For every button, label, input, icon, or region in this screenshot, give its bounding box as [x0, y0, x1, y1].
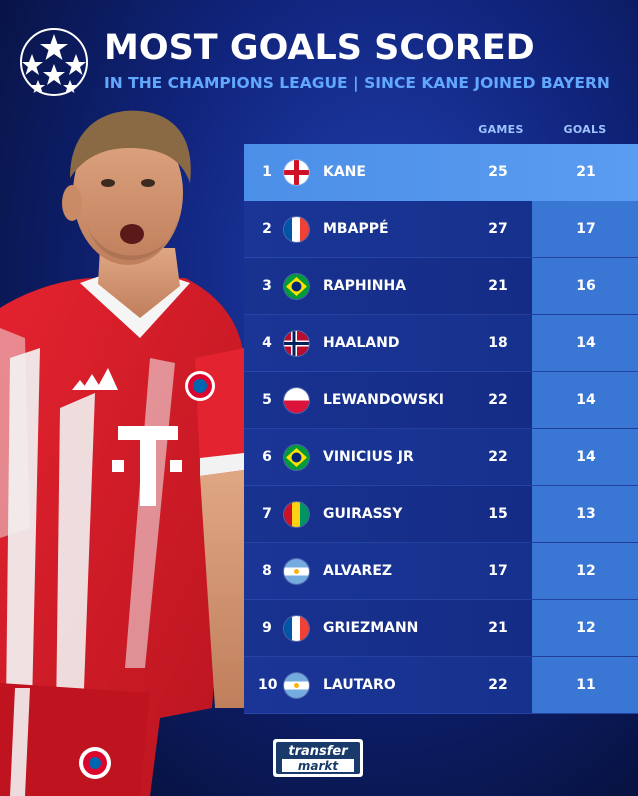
table-row: 4 HAALAND 18 14 [244, 315, 638, 372]
player-name: LEWANDOWSKI [323, 392, 444, 408]
goals-value: 12 [576, 620, 596, 636]
table-row: 10 LAUTARO 22 11 [244, 657, 638, 714]
player-photo [0, 110, 244, 796]
rank-number: 8 [262, 563, 272, 579]
rank-number: 1 [262, 164, 272, 180]
goals-cell-bg [532, 315, 638, 371]
goals-cell-bg [532, 258, 638, 314]
games-value: 21 [488, 278, 508, 294]
guinea-flag-icon [284, 502, 309, 527]
table-row: 7 GUIRASSY 15 13 [244, 486, 638, 543]
brazil-flag-icon [284, 274, 309, 299]
rank-number: 7 [262, 506, 272, 522]
bayern-crest-icon [185, 371, 215, 401]
player-name: VINICIUS JR [323, 449, 414, 465]
table-row: 9 GRIEZMANN 21 12 [244, 600, 638, 657]
games-value: 22 [488, 677, 508, 693]
brazil-flag-icon [284, 445, 309, 470]
goals-value: 14 [576, 392, 596, 408]
argentina-flag-icon [284, 673, 309, 698]
rank-number: 5 [262, 392, 272, 408]
page-subtitle: IN THE CHAMPIONS LEAGUE | SINCE KANE JOI… [104, 74, 610, 92]
goals-cell-bg [532, 201, 638, 257]
page-title: MOST GOALS SCORED [104, 28, 535, 68]
argentina-flag-icon [284, 559, 309, 584]
player-name: ALVAREZ [323, 563, 393, 579]
france-flag-icon [284, 616, 309, 641]
ranking-table: 1 KANE 25 21 2 MBAPPÉ 27 17 3 RAPHINHA 21 16 4 HAALAN… [244, 144, 638, 714]
goals-cell-bg [532, 429, 638, 485]
column-header-games: GAMES [478, 123, 524, 136]
rank-number: 2 [262, 221, 272, 237]
table-row: 1 KANE 25 21 [244, 144, 638, 201]
player-name: LAUTARO [323, 677, 396, 693]
column-header-goals: GOALS [563, 123, 607, 136]
table-row: 6 VINICIUS JR 22 14 [244, 429, 638, 486]
goals-value: 14 [576, 335, 596, 351]
player-name: HAALAND [323, 335, 400, 351]
table-row: 2 MBAPPÉ 27 17 [244, 201, 638, 258]
goals-value: 21 [576, 164, 596, 180]
games-value: 22 [488, 449, 508, 465]
goals-cell-bg [532, 372, 638, 428]
england-flag-icon [284, 160, 309, 185]
player-name: MBAPPÉ [323, 221, 389, 237]
player-name: GRIEZMANN [323, 620, 419, 636]
goals-value: 16 [576, 278, 596, 294]
games-value: 15 [488, 506, 508, 522]
player-name: KANE [323, 164, 366, 180]
games-value: 27 [488, 221, 508, 237]
france-flag-icon [284, 217, 309, 242]
rank-number: 6 [262, 449, 272, 465]
games-value: 18 [488, 335, 508, 351]
player-name: GUIRASSY [323, 506, 403, 522]
games-value: 22 [488, 392, 508, 408]
norway-flag-icon [284, 331, 309, 356]
games-value: 25 [488, 164, 508, 180]
player-name: RAPHINHA [323, 278, 407, 294]
table-row: 8 ALVAREZ 17 12 [244, 543, 638, 600]
goals-value: 17 [576, 221, 596, 237]
svg-text:markt: markt [298, 759, 340, 773]
goals-value: 13 [576, 506, 596, 522]
header: MOST GOALS SCORED IN THE CHAMPIONS LEAGU… [18, 22, 628, 102]
goals-cell-bg [532, 486, 638, 542]
goals-cell-bg [532, 657, 638, 713]
rank-number: 3 [262, 278, 272, 294]
goals-value: 12 [576, 563, 596, 579]
rank-number: 10 [258, 677, 278, 693]
poland-flag-icon [284, 388, 309, 413]
goals-value: 11 [576, 677, 596, 693]
table-row: 5 LEWANDOWSKI 22 14 [244, 372, 638, 429]
goals-cell-bg [532, 600, 638, 656]
transfermarkt-logo: transfer markt [273, 739, 363, 777]
goals-cell-bg [532, 543, 638, 599]
svg-text:transfer: transfer [288, 744, 349, 759]
games-value: 21 [488, 620, 508, 636]
games-value: 17 [488, 563, 508, 579]
goals-value: 14 [576, 449, 596, 465]
rank-number: 4 [262, 335, 272, 351]
champions-league-starball-icon [20, 28, 88, 96]
rank-number: 9 [262, 620, 272, 636]
table-row: 3 RAPHINHA 21 16 [244, 258, 638, 315]
